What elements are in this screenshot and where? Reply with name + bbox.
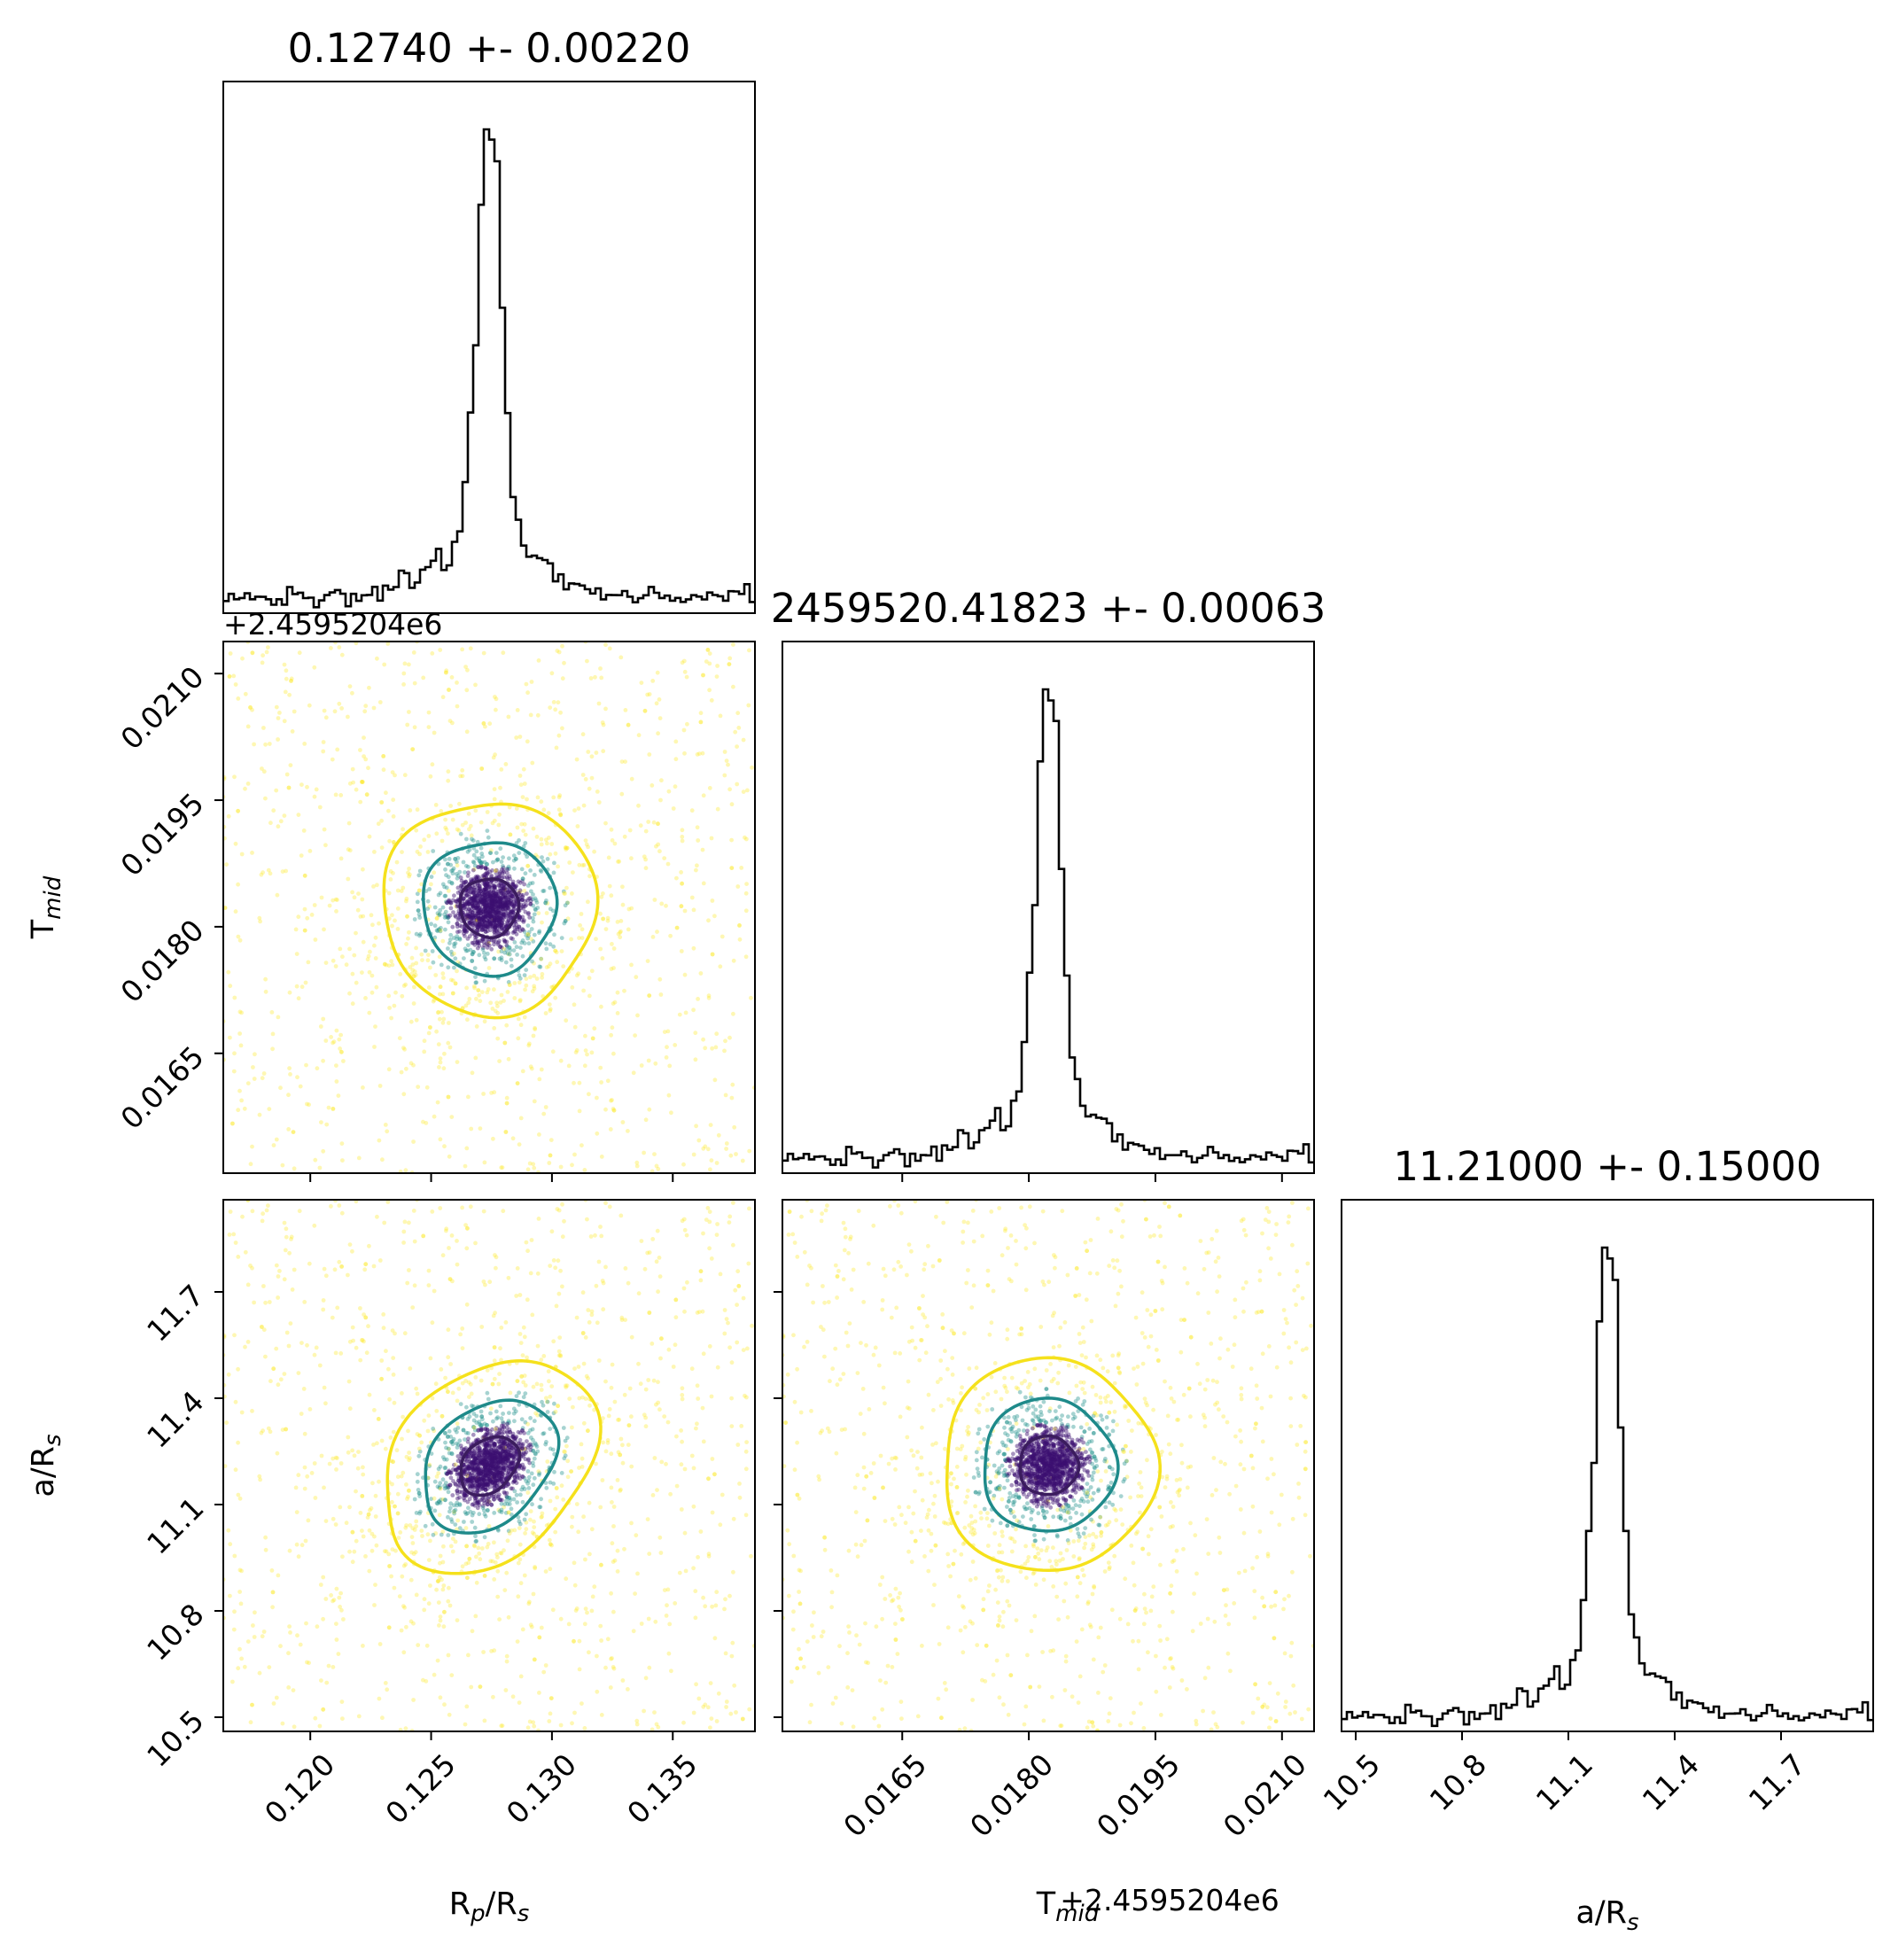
x-axis-label-1: Rp/Rs bbox=[449, 1886, 530, 1927]
y-tick-label: 0.0165 bbox=[113, 1039, 210, 1136]
contour-inner bbox=[1018, 1434, 1081, 1497]
scatter-panel-2 bbox=[222, 1199, 756, 1732]
y-tick-label: 11.4 bbox=[140, 1384, 211, 1455]
histogram-1 bbox=[223, 128, 755, 609]
histogram-2 bbox=[782, 688, 1314, 1169]
contour-inner bbox=[459, 1435, 522, 1497]
y-axis-label-2: a/Rs bbox=[26, 1434, 66, 1497]
hist-panel-frame-2 bbox=[782, 641, 1315, 1174]
hist-title-1: 0.12740 +- 0.00220 bbox=[288, 25, 691, 72]
hist-title-2: 2459520.41823 +- 0.00063 bbox=[771, 585, 1326, 632]
x-axis-label-2: Tmid bbox=[1036, 1886, 1100, 1927]
hist-title-3: 11.21000 +- 0.15000 bbox=[1393, 1143, 1821, 1190]
x-axis-label-3: a/Rs bbox=[1575, 1895, 1638, 1936]
contour-outer bbox=[385, 1359, 603, 1575]
x-tick-label: 11.7 bbox=[1742, 1747, 1813, 1818]
contour-middle bbox=[424, 1398, 561, 1535]
x-tick-label: 0.120 bbox=[258, 1747, 341, 1831]
scatter-panel-3 bbox=[782, 1199, 1315, 1732]
x-tick-label: 11.1 bbox=[1529, 1747, 1600, 1818]
contour-outer bbox=[382, 802, 600, 1020]
y-tick-label: 10.5 bbox=[140, 1703, 211, 1774]
x-tick-label: 0.0180 bbox=[963, 1747, 1060, 1844]
contour-middle bbox=[422, 841, 559, 978]
hist-panel-frame-1 bbox=[222, 81, 756, 614]
x-tick-label: 10.8 bbox=[1423, 1747, 1494, 1818]
scatter-panel-1 bbox=[222, 641, 756, 1174]
y-offset-text: +2.4595204e6 bbox=[223, 607, 442, 642]
contour-middle bbox=[983, 1396, 1120, 1533]
y-axis-label-1: Tmid bbox=[26, 875, 66, 939]
contour-outer bbox=[945, 1356, 1162, 1573]
y-tick-label: 11.1 bbox=[140, 1490, 211, 1561]
contour-inner bbox=[458, 877, 521, 940]
histogram-3 bbox=[1342, 1246, 1873, 1728]
x-tick-label: 10.5 bbox=[1317, 1747, 1388, 1818]
x-tick-label: 11.4 bbox=[1636, 1747, 1707, 1818]
y-tick-label: 0.0210 bbox=[113, 659, 210, 756]
y-tick-label: 11.7 bbox=[140, 1278, 211, 1349]
x-tick-label: 0.0165 bbox=[836, 1747, 933, 1844]
x-tick-label: 0.0210 bbox=[1217, 1747, 1313, 1844]
x-tick-label: 0.0195 bbox=[1090, 1747, 1186, 1844]
x-tick-label: 0.130 bbox=[500, 1747, 583, 1831]
y-tick-label: 0.0195 bbox=[113, 786, 210, 883]
x-tick-label: 0.135 bbox=[620, 1747, 704, 1831]
x-offset-text: +2.4595204e6 bbox=[1060, 1883, 1279, 1917]
y-tick-label: 0.0180 bbox=[113, 913, 210, 1009]
x-tick-label: 0.125 bbox=[378, 1747, 462, 1831]
y-tick-label: 10.8 bbox=[140, 1597, 211, 1668]
hist-panel-frame-3 bbox=[1341, 1199, 1874, 1732]
